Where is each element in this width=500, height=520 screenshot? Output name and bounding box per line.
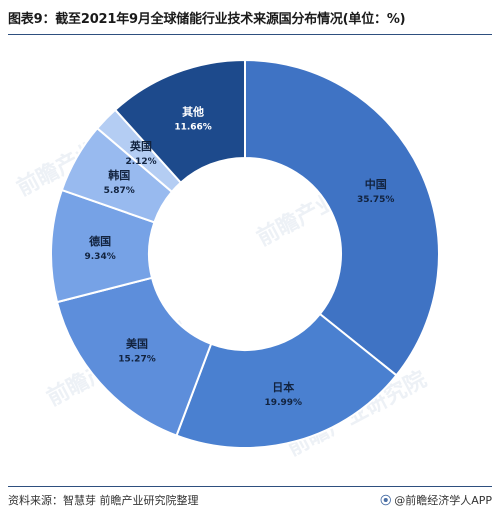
slice-value-2: 15.27%: [118, 355, 156, 365]
slice-label-4: 韩国: [108, 168, 130, 182]
slice-label-2: 美国: [126, 337, 148, 351]
slice-value-5: 2.12%: [125, 157, 156, 167]
title-divider: [8, 34, 492, 35]
slice-value-4: 5.87%: [104, 186, 135, 196]
label-group: 中国 35.75% 日本 19.99% 美国 15.27% 德国 9.34% 韩国 5.87% 英国…: [85, 105, 395, 408]
slice-value-0: 35.75%: [357, 195, 395, 205]
slice-label-1: 日本: [272, 380, 294, 394]
slice-label-5: 英国: [129, 139, 152, 153]
brand-credit: ⦿ @前瞻经济学人APP: [380, 492, 492, 508]
brand-logo-icon: ⦿: [380, 494, 392, 507]
slice-label-3: 德国: [88, 234, 111, 248]
slice-group: [50, 58, 440, 449]
slice-1: [175, 312, 398, 449]
footer-divider: [8, 486, 492, 487]
brand-text: @前瞻经济学人APP: [394, 494, 492, 507]
slice-value-6: 11.66%: [174, 123, 212, 133]
slice-label-0: 中国: [365, 177, 387, 191]
slice-value-1: 19.99%: [265, 398, 303, 408]
source-note: 资料来源：智慧芽 前瞻产业研究院整理: [8, 494, 199, 507]
slice-6: [113, 58, 246, 185]
slice-2: [55, 276, 213, 437]
chart-title: 图表9：截至2021年9月全球储能行业技术来源国分布情况(单位：%): [8, 12, 406, 27]
slice-0: [244, 58, 440, 377]
donut-chart: 前瞻产业研究院前瞻产业研究院前瞻产业研究院前瞻产业研究院 中国35.75%日本1…: [13, 58, 440, 461]
slice-value-3: 9.34%: [85, 252, 116, 262]
slice-label-6: 其他: [182, 105, 204, 119]
